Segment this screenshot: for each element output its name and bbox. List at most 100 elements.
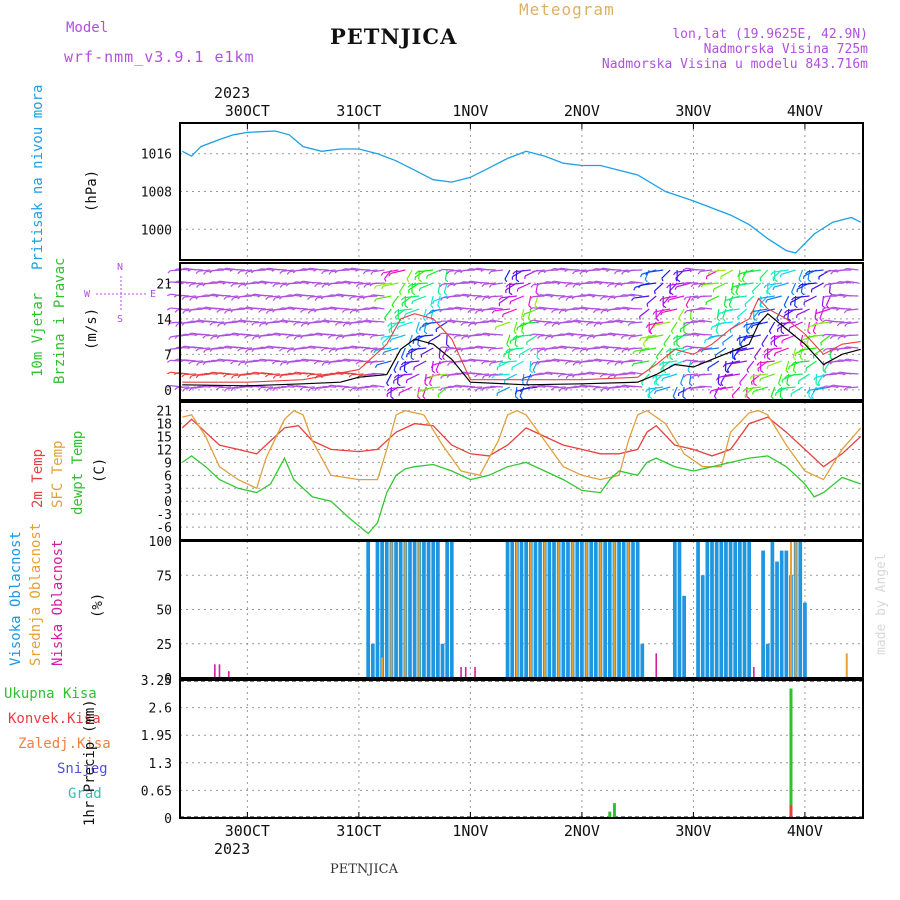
wind-barb xyxy=(560,295,573,298)
wind-barb-flag xyxy=(355,320,359,324)
wind-barb xyxy=(738,282,754,286)
wind-barb-flag xyxy=(824,369,827,373)
wind-barb xyxy=(813,347,824,356)
wind-barb xyxy=(316,308,329,311)
wind-barb xyxy=(302,386,315,389)
wind-barb-flag xyxy=(843,309,848,314)
wind-barb xyxy=(553,294,566,297)
wind-barb-flag xyxy=(799,357,803,361)
wind-barb-flag xyxy=(613,296,617,300)
wind-barb xyxy=(687,360,692,371)
cloud-high-bar xyxy=(547,541,552,678)
wind-barb-flag xyxy=(680,382,684,387)
wind-barb xyxy=(337,269,350,272)
wind-barb-flag xyxy=(614,362,618,366)
wind-barb xyxy=(646,295,657,305)
wind-barb-flag xyxy=(530,270,534,275)
credit-label: made by Angel xyxy=(874,553,889,655)
wind-barb-flag xyxy=(438,357,443,361)
wind-barb-flag xyxy=(689,269,694,273)
wind-barb-flag xyxy=(400,356,404,361)
wind-barb xyxy=(546,359,559,362)
wind-barb xyxy=(226,386,239,390)
wind-barb-flag xyxy=(431,370,436,374)
legend-freezing-rain: Zaledj.Kisa xyxy=(18,736,111,752)
cloud-mid-bar xyxy=(529,541,532,678)
wind-barb xyxy=(383,282,399,287)
wind-barb xyxy=(703,282,720,286)
wind-ylabel: 10m Vjetar xyxy=(30,292,46,377)
wind-barb xyxy=(477,359,490,362)
wind-barb-flag xyxy=(203,349,207,353)
wind-barb-flag xyxy=(529,296,534,300)
wind-barb xyxy=(288,320,301,323)
wind-barb xyxy=(602,295,615,298)
wind-barb-flag xyxy=(529,385,534,389)
wind-barb xyxy=(490,385,503,388)
wind-barb-flag xyxy=(286,361,290,366)
wind-barb xyxy=(295,347,308,350)
wind-barb xyxy=(633,360,650,365)
wind-barb xyxy=(654,308,671,313)
wind-barb-flag xyxy=(770,271,774,276)
wind-barb-flag xyxy=(487,333,492,337)
wind-barb xyxy=(470,386,483,389)
wind-barb-flag xyxy=(362,333,366,337)
day-label-top: 1NOV xyxy=(452,102,488,120)
wind-barb-flag xyxy=(236,307,241,311)
wind-barb-flag xyxy=(638,337,642,342)
wind-barb-flag xyxy=(813,377,817,381)
wind-barb-flag xyxy=(765,291,769,295)
wind-barb-flag xyxy=(369,335,373,339)
wind-barb-flag xyxy=(632,351,635,355)
temp-tick: 15 xyxy=(156,431,172,446)
wind-barb-flag xyxy=(243,306,248,310)
wind-barb xyxy=(786,308,803,312)
wind-barb-flag xyxy=(645,271,649,276)
compass-w-label: W xyxy=(84,289,91,300)
wind-barb xyxy=(442,320,455,323)
day-label-top: 31OCT xyxy=(336,102,381,120)
wind-barb-flag xyxy=(621,349,625,353)
wind-barb-flag xyxy=(167,293,171,297)
wind-barb xyxy=(456,294,469,297)
precip-tick: 2.6 xyxy=(149,702,172,717)
wind-barb xyxy=(501,295,517,299)
wind-barb xyxy=(508,282,524,286)
wind-barb xyxy=(501,360,517,364)
wind-barb-flag xyxy=(300,335,304,339)
wind-barb-flag xyxy=(592,335,596,339)
day-label-top: 4NOV xyxy=(787,102,823,120)
wind-barb xyxy=(477,295,490,298)
wind-barb-flag xyxy=(341,309,346,313)
wind-barb-flag xyxy=(779,396,784,400)
wind-barb-flag xyxy=(753,383,757,387)
wind-barb-flag xyxy=(642,343,646,347)
wind-barb xyxy=(323,307,336,310)
cloud-mid-bar xyxy=(381,657,384,678)
wind-barb xyxy=(700,385,713,388)
wind-barb-flag xyxy=(167,270,171,274)
wind-barb-flag xyxy=(843,280,847,284)
wind-barb-flag xyxy=(512,336,516,340)
wind-barb-flag xyxy=(716,318,721,322)
wind-barb-flag xyxy=(735,284,739,289)
cloud-high-bar xyxy=(440,643,445,678)
wind-barb-flag xyxy=(397,383,401,387)
wind-barb-flag xyxy=(760,370,764,374)
wind-barb-flag xyxy=(647,394,650,399)
wind-barb-flag xyxy=(363,284,367,288)
wind-barb-flag xyxy=(394,316,397,320)
precip-tick: 0 xyxy=(164,812,172,827)
wind-barb-flag xyxy=(742,388,746,393)
wind-barb xyxy=(623,334,636,337)
wind-barb xyxy=(760,373,775,380)
wind-barb-flag xyxy=(250,307,255,311)
wind-barb-flag xyxy=(439,387,443,392)
wind-barb-flag xyxy=(715,389,718,393)
wind-barb xyxy=(832,320,845,323)
wind-barb-flag xyxy=(487,307,492,311)
wind-barb-flag xyxy=(194,319,199,323)
wind-barb-flag xyxy=(438,346,443,350)
wind-barb-flag xyxy=(514,344,518,348)
